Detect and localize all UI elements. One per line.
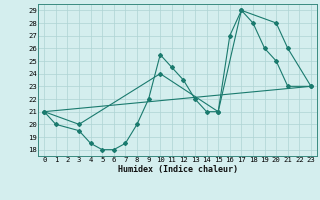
X-axis label: Humidex (Indice chaleur): Humidex (Indice chaleur) bbox=[118, 165, 238, 174]
